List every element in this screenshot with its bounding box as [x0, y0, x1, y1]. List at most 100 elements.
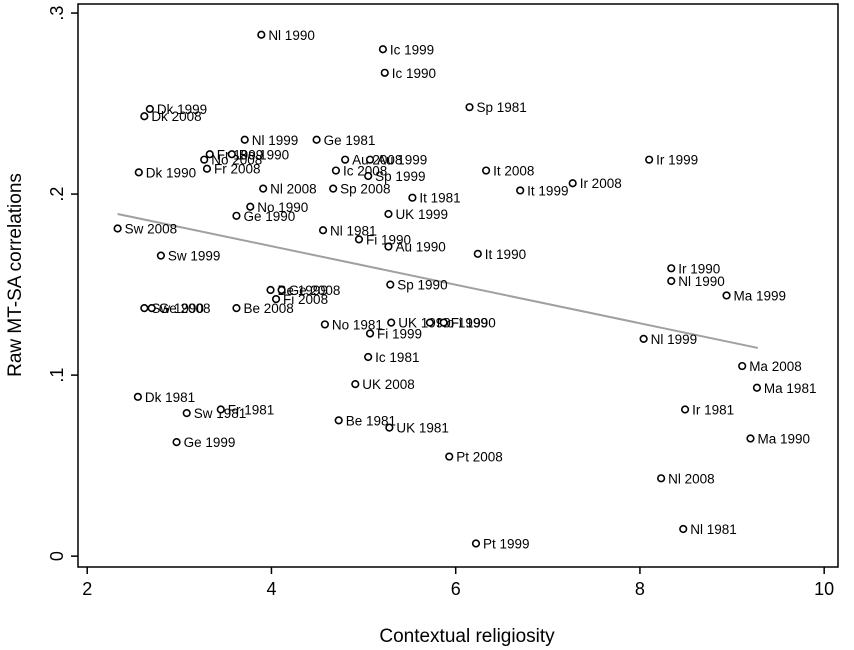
data-point — [425, 318, 435, 327]
data-point — [680, 405, 690, 414]
x-tick-label: 6 — [451, 579, 461, 599]
data-point — [113, 224, 122, 233]
data-point — [271, 294, 281, 304]
data-point — [473, 249, 482, 258]
point-label: Ir 1999 — [656, 153, 698, 168]
data-point — [259, 184, 268, 193]
x-tick-label: 8 — [635, 579, 645, 599]
point-label: Ge 2008 — [289, 283, 341, 298]
data-point — [277, 285, 286, 295]
data-point — [318, 226, 328, 235]
point-label: Ge 1999 — [184, 435, 236, 450]
point-label: Fr 2008 — [214, 162, 261, 177]
data-point — [202, 164, 212, 173]
data-point — [746, 434, 755, 443]
point-label: Sw 1999 — [168, 249, 221, 264]
data-point — [384, 242, 393, 251]
point-label: UK 1981 — [396, 421, 449, 436]
point-label: No 1990 — [257, 200, 308, 215]
data-point — [147, 304, 156, 313]
point-label: Ge 2008 — [159, 301, 211, 316]
point-label: Nl 1990 — [268, 28, 315, 43]
data-point — [341, 155, 350, 164]
data-point — [312, 135, 321, 144]
y-tick-label: 0 — [47, 551, 67, 561]
point-label: Fr 1981 — [228, 403, 275, 418]
x-tick-label: 4 — [266, 579, 276, 599]
data-point — [227, 150, 236, 159]
data-point — [481, 166, 491, 175]
data-point — [667, 264, 676, 273]
point-label: UK 2008 — [362, 377, 415, 392]
data-point — [387, 318, 396, 327]
point-label: Ge 1981 — [324, 133, 376, 148]
data-point — [134, 168, 143, 177]
data-point — [257, 30, 266, 39]
point-label: Ma 1999 — [734, 288, 787, 303]
point-label: Nl 1990 — [678, 274, 725, 289]
data-point — [140, 304, 149, 313]
data-point — [738, 361, 747, 371]
point-label: Dk 2008 — [151, 109, 201, 124]
point-label: No 2008 — [211, 153, 262, 168]
data-point — [246, 202, 255, 211]
point-label: It 1990 — [485, 247, 526, 262]
data-point — [266, 285, 275, 295]
data-point — [240, 135, 249, 144]
data-point — [354, 235, 364, 244]
data-point — [465, 103, 474, 112]
point-label: Pt 1999 — [483, 536, 530, 551]
data-point — [384, 209, 393, 219]
x-tick-label: 2 — [82, 579, 92, 599]
point-label: Nl 1999 — [651, 332, 698, 347]
point-label: Sw 1981 — [194, 406, 247, 421]
data-point — [364, 352, 373, 362]
data-point — [657, 474, 666, 483]
point-label: Ma 1990 — [757, 431, 810, 446]
data-point — [439, 318, 448, 327]
point-label: Ir 1981 — [692, 403, 734, 418]
point-label: Nl 2008 — [668, 471, 715, 486]
data-point — [445, 452, 454, 461]
data-point — [471, 539, 481, 548]
data-point — [320, 320, 329, 329]
point-label: Fr 1999 — [217, 147, 264, 162]
point-label: Sp 1990 — [397, 278, 447, 293]
point-label: Fi 1999 — [377, 326, 422, 341]
data-point — [380, 68, 389, 77]
data-point — [216, 405, 225, 414]
data-point — [331, 166, 341, 175]
point-label: Dk 1999 — [157, 102, 207, 117]
point-label: Dk 1981 — [145, 390, 195, 405]
point-label: Ic 1990 — [392, 66, 436, 81]
data-point — [667, 276, 676, 286]
point-label: Nl 1999 — [252, 133, 299, 148]
point-label: No 1999 — [437, 316, 488, 331]
point-label: Ma 2008 — [749, 359, 802, 374]
point-label: Dk 1990 — [146, 165, 196, 180]
point-label: Fi 1990 — [366, 232, 411, 247]
point-label: Ic 1999 — [390, 42, 434, 57]
data-point — [145, 104, 154, 114]
point-label: Be 2008 — [243, 301, 293, 316]
data-point — [365, 329, 375, 338]
point-label: Pt 2008 — [456, 450, 503, 465]
point-label: Ir 1990 — [678, 261, 720, 276]
point-label: Au 1999 — [377, 153, 427, 168]
point-label: No 1981 — [332, 317, 383, 332]
data-point — [172, 437, 181, 447]
point-label: Be 1981 — [346, 413, 396, 428]
data-point — [645, 155, 654, 164]
y-tick-label: .3 — [47, 6, 67, 21]
plot-frame — [77, 3, 839, 568]
data-point — [133, 392, 142, 401]
data-point — [364, 171, 373, 181]
point-label: Ic 1981 — [375, 350, 419, 365]
data-point — [408, 193, 417, 202]
fit-line — [117, 213, 759, 349]
x-axis-title: Contextual religiosity — [379, 626, 555, 647]
data-point — [205, 150, 214, 159]
data-point — [568, 179, 577, 188]
